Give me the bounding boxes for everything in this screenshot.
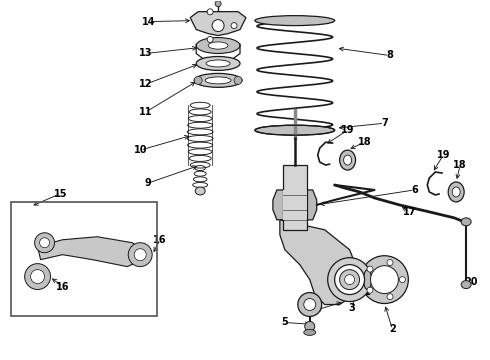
Text: 13: 13 <box>139 49 152 58</box>
Text: 9: 9 <box>145 178 152 188</box>
Polygon shape <box>38 237 142 267</box>
Bar <box>11 202 157 316</box>
Circle shape <box>367 266 373 272</box>
Text: 10: 10 <box>134 145 147 155</box>
Ellipse shape <box>205 77 231 84</box>
Ellipse shape <box>196 37 240 54</box>
Circle shape <box>304 298 316 310</box>
Ellipse shape <box>194 73 242 87</box>
Circle shape <box>212 20 224 32</box>
Circle shape <box>134 249 146 261</box>
Text: 12: 12 <box>139 79 152 89</box>
Circle shape <box>128 243 152 267</box>
Ellipse shape <box>343 155 352 165</box>
Ellipse shape <box>304 329 316 336</box>
Circle shape <box>31 270 45 284</box>
Circle shape <box>387 294 393 300</box>
Text: 18: 18 <box>453 160 467 170</box>
Bar <box>283 190 307 220</box>
Circle shape <box>361 256 408 303</box>
Circle shape <box>215 1 221 7</box>
Ellipse shape <box>195 187 205 195</box>
Text: 16: 16 <box>56 282 69 292</box>
Polygon shape <box>280 220 360 305</box>
Circle shape <box>387 260 393 266</box>
Circle shape <box>399 276 405 283</box>
Ellipse shape <box>206 60 230 67</box>
Text: 14: 14 <box>142 17 155 27</box>
Ellipse shape <box>196 57 240 71</box>
Ellipse shape <box>255 125 335 135</box>
Circle shape <box>234 76 242 84</box>
Text: 6: 6 <box>411 185 417 195</box>
Ellipse shape <box>255 15 335 26</box>
Text: 17: 17 <box>403 207 416 217</box>
Ellipse shape <box>364 270 371 289</box>
Ellipse shape <box>461 218 471 226</box>
Ellipse shape <box>208 42 228 49</box>
Text: 2: 2 <box>389 324 396 334</box>
Circle shape <box>367 287 373 293</box>
Text: 20: 20 <box>465 276 478 287</box>
Circle shape <box>35 233 54 253</box>
Circle shape <box>194 76 202 84</box>
Text: 8: 8 <box>386 50 393 60</box>
Polygon shape <box>273 190 317 220</box>
Circle shape <box>24 264 50 289</box>
Text: 11: 11 <box>139 107 152 117</box>
Bar <box>283 165 307 230</box>
Text: 7: 7 <box>381 118 388 128</box>
Circle shape <box>40 238 49 248</box>
Text: 15: 15 <box>54 189 67 199</box>
Text: 16: 16 <box>153 235 167 245</box>
Circle shape <box>305 321 315 332</box>
Polygon shape <box>190 12 246 36</box>
Circle shape <box>298 293 322 316</box>
Text: 19: 19 <box>341 125 354 135</box>
Circle shape <box>370 266 398 293</box>
Ellipse shape <box>448 182 464 202</box>
Circle shape <box>207 36 213 42</box>
Text: 3: 3 <box>348 302 355 312</box>
Circle shape <box>344 275 355 285</box>
Text: 5: 5 <box>281 318 288 328</box>
Circle shape <box>207 9 213 15</box>
Ellipse shape <box>461 280 471 289</box>
Circle shape <box>231 23 237 28</box>
Text: 4: 4 <box>315 305 321 315</box>
Text: 18: 18 <box>358 137 371 147</box>
Text: 1: 1 <box>364 287 371 297</box>
Ellipse shape <box>452 187 460 197</box>
Circle shape <box>328 258 371 302</box>
Text: 19: 19 <box>437 150 450 160</box>
Ellipse shape <box>340 150 356 170</box>
Circle shape <box>335 265 365 294</box>
Circle shape <box>340 270 360 289</box>
